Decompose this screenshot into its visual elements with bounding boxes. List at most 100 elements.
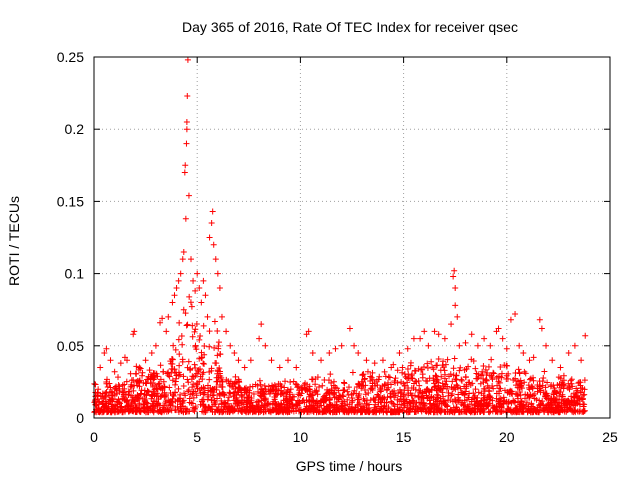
data-point xyxy=(180,382,187,389)
data-point xyxy=(326,350,333,357)
data-point xyxy=(110,408,117,415)
data-point xyxy=(537,402,544,409)
data-point xyxy=(163,408,170,415)
data-point xyxy=(499,335,506,342)
data-point xyxy=(362,382,369,389)
data-point xyxy=(326,396,333,403)
data-point xyxy=(221,403,228,410)
data-point xyxy=(481,397,488,404)
data-point xyxy=(472,365,479,372)
data-point xyxy=(498,401,505,408)
x-axis-label: GPS time / hours xyxy=(296,458,403,474)
data-point xyxy=(485,408,492,415)
data-point xyxy=(200,277,207,284)
data-point xyxy=(435,405,442,412)
data-point xyxy=(96,408,103,415)
data-point xyxy=(105,405,112,412)
data-point xyxy=(124,357,131,364)
data-point xyxy=(199,376,206,383)
data-point xyxy=(205,404,212,411)
data-point xyxy=(166,384,173,391)
data-point xyxy=(194,385,201,392)
data-point xyxy=(574,398,581,405)
data-point xyxy=(244,406,251,413)
data-point xyxy=(272,390,279,397)
data-point xyxy=(95,386,102,393)
data-point xyxy=(159,315,166,322)
data-point xyxy=(120,393,127,400)
data-point xyxy=(235,408,242,415)
data-point xyxy=(115,374,122,381)
data-point xyxy=(189,400,196,407)
data-point xyxy=(522,395,529,402)
data-point xyxy=(148,380,155,387)
data-point xyxy=(478,372,485,379)
data-point xyxy=(168,407,175,414)
data-point xyxy=(218,313,225,320)
data-point xyxy=(179,356,186,363)
data-point xyxy=(180,248,187,255)
data-point xyxy=(262,342,269,349)
data-point xyxy=(206,328,213,335)
data-point xyxy=(335,395,342,402)
data-point xyxy=(560,372,567,379)
data-point xyxy=(530,377,537,384)
data-point xyxy=(97,364,104,371)
data-point xyxy=(272,383,279,390)
data-point xyxy=(156,407,163,414)
data-point xyxy=(264,405,271,412)
data-point xyxy=(223,376,230,383)
data-point xyxy=(257,390,264,397)
data-point xyxy=(143,392,150,399)
data-point xyxy=(448,321,455,328)
data-point xyxy=(235,383,242,390)
data-point xyxy=(452,375,459,382)
data-point xyxy=(555,374,562,381)
data-point xyxy=(481,388,488,395)
data-point xyxy=(541,368,548,375)
data-point xyxy=(394,367,401,374)
data-point xyxy=(101,350,108,357)
data-point xyxy=(574,387,581,394)
data-point xyxy=(449,408,456,415)
data-point xyxy=(304,381,311,388)
data-point xyxy=(136,401,143,408)
data-point xyxy=(102,398,109,405)
data-point xyxy=(496,379,503,386)
data-point xyxy=(388,381,395,388)
data-point xyxy=(400,380,407,387)
data-point xyxy=(528,401,535,408)
data-point xyxy=(507,406,514,413)
data-point xyxy=(338,342,345,349)
data-point xyxy=(116,383,123,390)
data-point xyxy=(548,405,555,412)
data-point xyxy=(385,379,392,386)
data-point xyxy=(489,402,496,409)
data-point xyxy=(352,404,359,411)
data-point xyxy=(161,383,168,390)
data-point xyxy=(192,287,199,294)
data-point xyxy=(512,370,519,377)
data-point xyxy=(269,400,276,407)
data-point xyxy=(318,357,325,364)
data-point xyxy=(283,399,290,406)
data-point xyxy=(186,293,193,300)
data-point xyxy=(345,384,352,391)
data-point xyxy=(271,393,278,400)
data-point xyxy=(154,373,161,380)
data-point xyxy=(339,392,346,399)
data-point xyxy=(182,162,189,169)
data-point xyxy=(206,376,213,383)
data-point xyxy=(536,378,543,385)
data-point xyxy=(456,396,463,403)
data-point xyxy=(235,378,242,385)
data-point xyxy=(355,350,362,357)
chart-title: Day 365 of 2016, Rate Of TEC Index for r… xyxy=(182,19,518,35)
data-point xyxy=(103,389,110,396)
data-point xyxy=(452,285,459,292)
data-point xyxy=(290,408,297,415)
data-point xyxy=(547,383,554,390)
data-point xyxy=(341,380,348,387)
data-point xyxy=(406,400,413,407)
data-point xyxy=(194,270,201,277)
